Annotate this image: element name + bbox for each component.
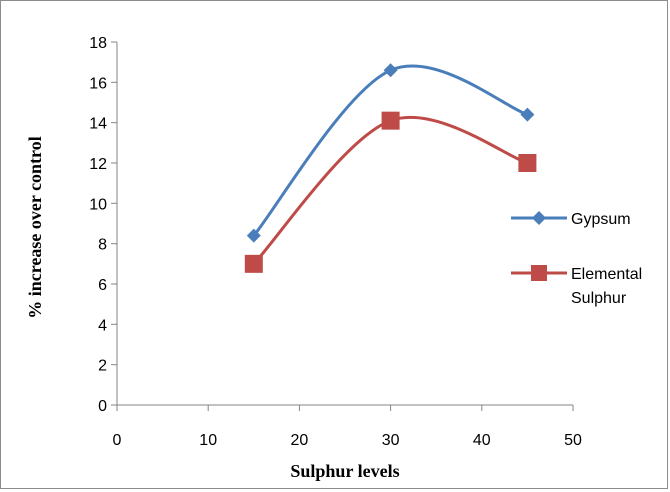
x-tick-label: 50 <box>564 432 582 449</box>
y-axis-title: % increase over control <box>25 136 45 318</box>
data-point-marker <box>244 254 263 273</box>
y-tick-label: 6 <box>98 277 107 294</box>
y-tick-label: 4 <box>98 317 107 334</box>
y-tick-label: 2 <box>98 358 107 375</box>
axes: 0 2 4 6 8 10 12 14 16 18 0 10 20 30 40 50 <box>89 35 582 449</box>
legend-swatch-marker <box>532 211 546 225</box>
legend-label: Gypsum <box>571 211 631 228</box>
legend: Gypsum Elemental Sulphur <box>511 211 642 307</box>
y-tick-label: 10 <box>89 196 107 213</box>
y-axis-ticks: 0 2 4 6 8 10 12 14 16 18 <box>89 35 117 415</box>
legend-label: Sulphur <box>571 290 627 307</box>
data-point-marker <box>383 63 398 78</box>
x-tick-label: 40 <box>473 432 491 449</box>
x-tick-label: 0 <box>113 432 122 449</box>
legend-swatch-marker <box>531 265 547 281</box>
series-line <box>252 115 528 265</box>
data-point-marker <box>246 228 261 243</box>
series-elemental-sulphur <box>244 111 537 273</box>
y-tick-label: 14 <box>89 116 107 133</box>
y-tick-label: 12 <box>89 156 107 173</box>
legend-item: Gypsum <box>511 211 631 228</box>
series-line <box>252 64 528 237</box>
x-tick-label: 20 <box>291 432 309 449</box>
data-point-marker <box>518 154 537 172</box>
x-tick-label: 30 <box>382 432 400 449</box>
y-tick-label: 8 <box>98 237 107 254</box>
data-point-marker <box>381 111 400 130</box>
series-layer <box>244 63 537 273</box>
legend-label: Elemental <box>571 266 642 283</box>
y-tick-label: 16 <box>89 75 107 92</box>
y-tick-label: 0 <box>98 398 107 415</box>
y-tick-label: 18 <box>89 35 107 52</box>
legend-item: Elemental Sulphur <box>511 265 642 307</box>
x-axis-ticks: 0 10 20 30 40 50 <box>113 405 582 449</box>
x-tick-label: 10 <box>199 432 217 449</box>
x-axis-title: Sulphur levels <box>290 461 399 481</box>
data-point-marker <box>520 107 535 122</box>
series-gypsum <box>246 63 535 243</box>
